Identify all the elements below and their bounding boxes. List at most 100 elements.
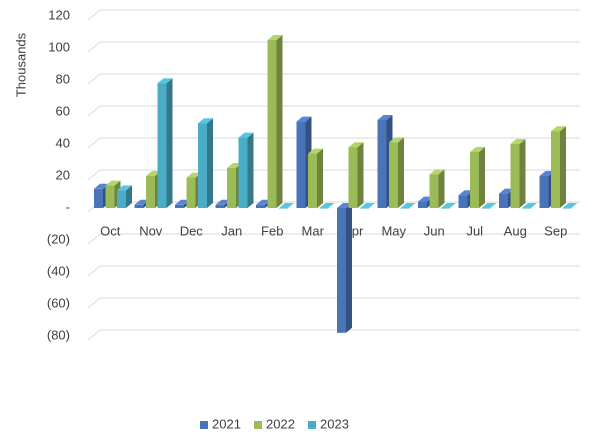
bar-top	[319, 203, 335, 208]
legend-swatch	[200, 421, 208, 429]
grid-line	[87, 297, 580, 309]
bar	[319, 203, 335, 209]
y-axis-label: Thousands	[13, 32, 28, 97]
bar-top	[389, 137, 404, 143]
bar-front	[279, 208, 288, 209]
bar-front	[134, 204, 144, 208]
y-tick-label: -	[66, 199, 70, 214]
bar-top	[238, 132, 254, 138]
bar-front	[186, 177, 196, 208]
bar-front	[105, 185, 115, 208]
y-tick-label: (40)	[47, 263, 70, 278]
x-tick-label: Sep	[544, 223, 567, 238]
bar-top	[377, 115, 393, 120]
bar-front	[458, 195, 468, 208]
bar-front	[481, 208, 491, 209]
bar-top	[458, 190, 474, 196]
bar-top	[539, 171, 555, 176]
bar-front	[510, 144, 520, 208]
bar-front	[117, 190, 126, 208]
bar-front	[562, 208, 572, 209]
grid-line	[87, 73, 580, 85]
x-tick-label: Feb	[261, 223, 283, 238]
y-tick-label: 100	[48, 39, 70, 54]
bar-front	[94, 188, 103, 208]
bar-top	[186, 172, 202, 178]
bar-front	[238, 137, 248, 208]
bar-top	[146, 171, 161, 176]
bar	[481, 203, 497, 209]
bar-side	[126, 185, 132, 208]
bar-top	[267, 35, 283, 40]
bar-side	[346, 203, 352, 333]
bar	[267, 35, 283, 208]
bar-side	[276, 35, 283, 208]
bar-front	[360, 208, 369, 209]
bar-top	[308, 148, 323, 154]
bar	[157, 78, 173, 208]
bar-top	[256, 199, 271, 205]
bar-front	[227, 168, 236, 208]
bar	[400, 203, 416, 209]
bar	[562, 203, 578, 209]
x-tick-label: Dec	[180, 223, 204, 238]
bar-front	[377, 120, 387, 208]
bar-front	[215, 204, 225, 208]
bar-front	[308, 153, 317, 208]
bar-front	[175, 204, 184, 208]
bar-front	[198, 123, 207, 208]
bar-top	[134, 199, 150, 205]
bar-top	[279, 203, 294, 208]
bar-top	[441, 203, 456, 208]
bar-top	[418, 196, 433, 202]
bar	[337, 203, 352, 333]
bar-top	[227, 163, 242, 168]
y-tick-label: (60)	[47, 295, 70, 310]
bar-top	[551, 126, 566, 132]
legend-swatch	[254, 421, 262, 429]
bar-top	[481, 203, 497, 208]
bar-side	[398, 137, 404, 208]
bar	[429, 169, 445, 208]
bar-top	[117, 185, 132, 191]
bar	[198, 118, 213, 208]
bar-front	[319, 208, 329, 209]
bar-top	[499, 188, 514, 194]
x-tick-label: Jan	[221, 223, 242, 238]
bar-top	[296, 116, 312, 122]
bar	[308, 148, 323, 208]
y-tick-label: 120	[48, 7, 70, 22]
bar-side	[560, 126, 566, 208]
bar	[389, 137, 404, 208]
grid-line	[87, 233, 580, 245]
bar-front	[441, 208, 450, 209]
bar-top	[400, 203, 416, 208]
bar-front	[499, 193, 508, 208]
bar-front	[337, 208, 346, 333]
x-tick-label: Jun	[424, 223, 445, 238]
bar-top	[215, 199, 231, 205]
y-tick-label: 60	[56, 103, 70, 118]
legend-label: 2022	[266, 416, 295, 431]
legend-swatch	[308, 421, 316, 429]
bar-front	[470, 152, 479, 208]
bar-front	[389, 142, 398, 208]
bar	[551, 126, 566, 208]
bar	[348, 142, 364, 208]
y-tick-label: (20)	[47, 231, 70, 246]
bar-top	[510, 139, 526, 144]
x-tick-label: Jul	[466, 223, 483, 238]
bar-top	[470, 147, 485, 152]
bar-side	[479, 147, 485, 208]
grid-line	[87, 265, 580, 277]
y-tick-label: 80	[56, 71, 70, 86]
bar	[522, 203, 537, 209]
bar	[470, 147, 485, 208]
bar	[279, 203, 294, 209]
bar-front	[256, 204, 265, 208]
y-tick-label: (80)	[47, 327, 70, 342]
x-tick-label: Nov	[139, 223, 163, 238]
bar-front	[539, 176, 549, 208]
bar-top	[94, 183, 109, 189]
